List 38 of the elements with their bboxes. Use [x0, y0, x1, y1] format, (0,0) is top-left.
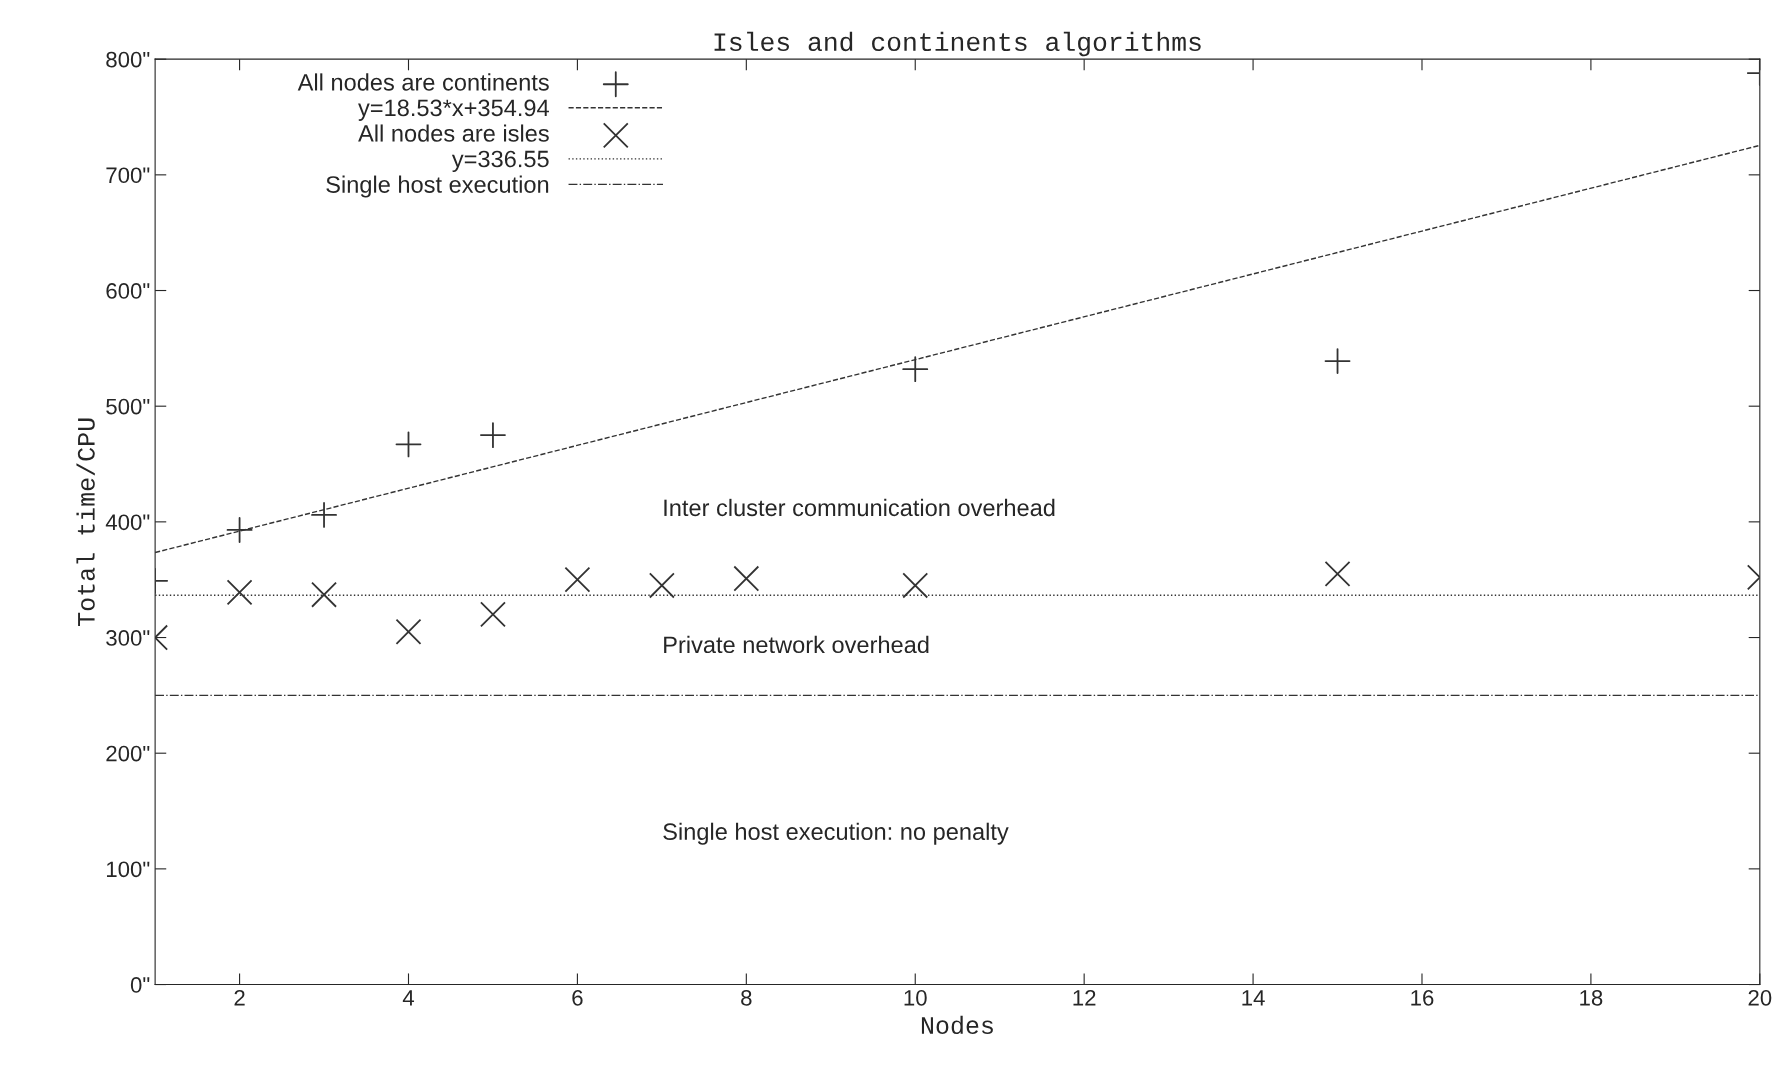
legend-label: All nodes are isles [358, 124, 549, 142]
x-tick-label: 14 [1242, 990, 1265, 1006]
x-tick-label: 4 [402, 990, 415, 1006]
y-tick-label: 0" [130, 977, 150, 993]
point [564, 566, 591, 593]
x-tick-label: 10 [904, 989, 927, 1006]
point [480, 601, 506, 628]
x-tick-label: 16 [1411, 989, 1434, 1006]
legend-label: y=336.55 [451, 150, 549, 173]
y-tick-label: 700" [106, 167, 150, 184]
y-tick-label: 200" [106, 745, 150, 762]
y-tick-label: 100" [106, 861, 150, 878]
point [902, 572, 929, 599]
annotation: Single host execution: no penalty [663, 822, 1009, 845]
point [226, 579, 253, 606]
chart-title: Isles and continents algorithms [714, 31, 1201, 57]
annotation: Private network overhead [664, 635, 929, 654]
point [733, 565, 760, 592]
x-tick-label: 8 [741, 989, 752, 1006]
legend-label: Single host execution [326, 175, 549, 198]
x-tick-label: 12 [1073, 989, 1096, 1006]
x-tick-label: 6 [572, 989, 583, 1006]
x-tick-label: 20 [1748, 989, 1772, 1006]
annotation: Inter cluster communication overhead [664, 498, 1055, 517]
x-tick-label: 2 [234, 989, 245, 1006]
y-tick-label: 400" [105, 514, 150, 531]
y-axis-title: Total time/CPU [76, 418, 95, 626]
y-tick-label: 500" [106, 398, 150, 415]
point [648, 572, 675, 599]
point [311, 581, 337, 608]
y-tick-label: 800" [106, 51, 150, 68]
legend-label: y=18.53*x+354.94 [358, 99, 549, 121]
y-tick-label: 300" [106, 630, 150, 646]
point [1324, 560, 1351, 587]
point [395, 618, 422, 645]
x-axis-title: Nodes [921, 1015, 993, 1035]
y-tick-label: 600" [106, 283, 150, 299]
x-tick-label: 18 [1580, 989, 1603, 1006]
